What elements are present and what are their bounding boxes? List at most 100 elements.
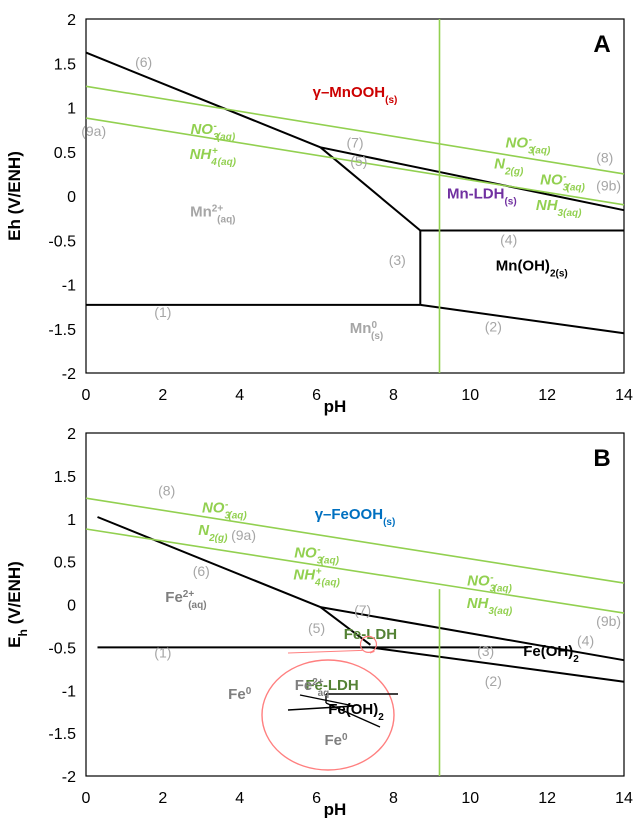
nitrogen-species-label: NO3-(aq) <box>506 134 551 156</box>
nitrogen-species-label: NH4+(aq) <box>293 566 340 588</box>
zoom-marker <box>359 635 378 653</box>
inset-boundary <box>287 705 355 711</box>
x-tick-label: 10 <box>461 790 479 807</box>
x-axis-title: pH <box>324 800 347 818</box>
x-tick-label: 14 <box>615 790 633 807</box>
nitrogen-species-label: NO3-(aq) <box>202 499 247 521</box>
y-tick-label: 1.5 <box>54 469 76 486</box>
line-number-label: (6) <box>193 563 210 579</box>
nitrogen-line <box>85 497 625 584</box>
x-tick-label: 12 <box>538 790 556 807</box>
zoom-connector <box>369 650 375 654</box>
x-tick-label: 14 <box>615 387 633 404</box>
boundary-line <box>97 516 321 609</box>
nitrogen-species-label: NH4+(aq) <box>190 145 237 167</box>
line-number-label: (9a) <box>81 123 106 139</box>
line-number-label: (6) <box>135 54 152 70</box>
y-tick-label: -2 <box>62 769 76 786</box>
y-tick-label: 2 <box>67 426 76 443</box>
y-tick-label: 2 <box>67 12 76 29</box>
region-label: Mn2+ (aq) <box>190 203 235 225</box>
y-tick-label: 0.5 <box>54 145 76 162</box>
region-label: Fe-LDH <box>344 626 397 643</box>
x-tick-label: 2 <box>158 790 167 807</box>
line-number-label: (1) <box>154 304 171 320</box>
nitrogen-species-label: NO3-(aq) <box>190 121 235 143</box>
x-tick-label: 10 <box>461 387 479 404</box>
region-label: Mn-LDH(s) <box>447 186 517 208</box>
nitrogen-species-label: N2(g) <box>494 156 524 178</box>
region-label: γ–FeOOH(s) <box>315 506 396 528</box>
inset-boundary <box>325 702 381 728</box>
y-tick-label: 0 <box>67 189 76 206</box>
y-axis-title: Eh (V/ENH) <box>5 151 24 241</box>
boundary-line <box>420 303 625 335</box>
line-number-label: (9b) <box>596 178 621 194</box>
y-tick-label: 0.5 <box>54 555 76 572</box>
nitrogen-species-label: NH3(aq) <box>467 595 513 617</box>
boundary-line <box>320 146 625 212</box>
y-tick-label: -1.5 <box>48 322 76 339</box>
y-axis-title: Eh (V/ENH) <box>5 561 30 648</box>
x-axis-title: pH <box>324 397 347 416</box>
y-tick-label: -1 <box>62 278 76 295</box>
nitrogen-species-label: NO3-(aq) <box>294 544 339 566</box>
x-tick-label: 0 <box>82 387 91 404</box>
x-tick-label: 8 <box>389 790 398 807</box>
panel-letter: B <box>593 445 610 472</box>
nitrogen-line <box>85 528 625 614</box>
x-tick-label: 6 <box>312 387 321 404</box>
inset-boundary <box>299 694 355 707</box>
boundary-line <box>320 606 625 662</box>
plot-frame <box>85 18 625 374</box>
region-label: Fe(OH)2 <box>523 643 579 665</box>
y-tick-label: -1 <box>62 683 76 700</box>
line-number-label: (4) <box>577 633 594 649</box>
y-tick-label: 1 <box>67 101 76 118</box>
line-number-label: (7) <box>354 602 371 618</box>
line-number-label: (8) <box>158 483 175 499</box>
line-number-label: (5) <box>308 620 325 636</box>
boundary-line <box>370 646 625 683</box>
inset-label: Fe-LDH <box>305 677 358 694</box>
x-tick-label: 2 <box>158 387 167 404</box>
inset-label: Fe2+ aq <box>295 677 330 699</box>
region-label: Mn(OH)2(s) <box>496 257 568 279</box>
line-number-label: (4) <box>500 232 517 248</box>
nitrogen-line <box>85 117 625 206</box>
line-number-label: (8) <box>596 149 613 165</box>
x-tick-label: 6 <box>312 790 321 807</box>
panel-letter: A <box>593 31 610 58</box>
line-number-label: (9a) <box>231 527 256 543</box>
line-number-label: (2) <box>485 318 502 334</box>
y-tick-label: -2 <box>62 366 76 383</box>
nitrogen-species-label: NO3-(aq) <box>540 171 585 193</box>
inset-label: Fe0 <box>324 732 348 750</box>
boundary-line <box>85 51 321 149</box>
line-number-label: (1) <box>154 645 171 661</box>
line-number-label: (3) <box>389 252 406 268</box>
x-tick-label: 12 <box>538 387 556 404</box>
plot-frame <box>85 432 625 777</box>
x-tick-label: 8 <box>389 387 398 404</box>
boundary-line <box>319 146 421 232</box>
y-tick-label: -0.5 <box>48 233 76 250</box>
inset-label: Fe(OH)2 <box>328 701 384 723</box>
nitrogen-species-label: NH3(aq) <box>536 197 582 219</box>
y-tick-label: -0.5 <box>48 640 76 657</box>
region-label: Mn0 (s) <box>350 320 383 342</box>
region-label: Fe2+ (aq) <box>165 588 206 610</box>
x-tick-label: 0 <box>82 790 91 807</box>
line-number-label: (9b) <box>596 613 621 629</box>
zoom-inset-ellipse <box>261 659 395 771</box>
nitrogen-species-label: NO3-(aq) <box>467 572 512 594</box>
line-number-label: (3) <box>477 643 494 659</box>
nitrogen-species-label: N2(g) <box>198 522 228 544</box>
boundary-line <box>319 606 372 646</box>
y-tick-label: 0 <box>67 598 76 615</box>
zoom-connector <box>287 649 363 654</box>
line-number-label: (2) <box>485 673 502 689</box>
region-label: Fe0 <box>228 685 252 703</box>
line-number-label: (7) <box>346 134 363 150</box>
